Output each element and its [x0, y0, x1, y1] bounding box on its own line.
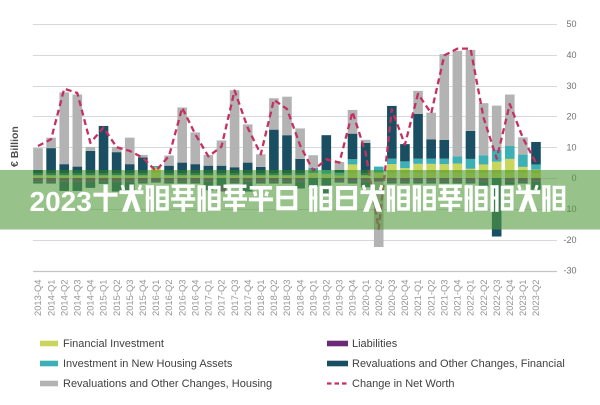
svg-text:2021-Q3: 2021-Q3	[439, 280, 450, 316]
svg-text:2013-Q4: 2013-Q4	[32, 280, 43, 316]
svg-text:2015-Q2: 2015-Q2	[111, 280, 122, 316]
svg-text:2019-Q1: 2019-Q1	[307, 280, 318, 316]
svg-text:2015-Q4: 2015-Q4	[137, 280, 148, 316]
svg-text:2015-Q3: 2015-Q3	[124, 280, 135, 316]
svg-text:2017-Q1: 2017-Q1	[203, 280, 214, 316]
svg-text:2021-Q2: 2021-Q2	[425, 280, 436, 316]
svg-text:2017-Q4: 2017-Q4	[242, 280, 253, 316]
svg-text:2019-Q4: 2019-Q4	[347, 280, 358, 316]
svg-text:2023-Q2: 2023-Q2	[530, 280, 541, 316]
svg-text:2018-Q1: 2018-Q1	[255, 280, 266, 316]
svg-text:30: 30	[566, 81, 576, 91]
svg-text:Revaluations and Other Changes: Revaluations and Other Changes, Housing	[63, 378, 272, 390]
svg-text:2021-Q4: 2021-Q4	[452, 280, 463, 316]
svg-text:2016-Q2: 2016-Q2	[163, 280, 174, 316]
svg-text:2018-Q2: 2018-Q2	[268, 280, 279, 316]
svg-text:2018-Q4: 2018-Q4	[294, 280, 305, 316]
svg-text:Revaluations and Other Changes: Revaluations and Other Changes, Financia…	[352, 358, 565, 370]
svg-text:2016-Q4: 2016-Q4	[190, 280, 201, 316]
svg-text:2017-Q2: 2017-Q2	[216, 280, 227, 316]
svg-text:2020-Q4: 2020-Q4	[399, 280, 410, 316]
svg-text:2014-Q3: 2014-Q3	[72, 280, 83, 316]
svg-text:20: 20	[566, 112, 576, 122]
svg-text:Investment in New Housing Asse: Investment in New Housing Assets	[63, 358, 233, 370]
svg-text:Liabilities: Liabilities	[352, 338, 398, 350]
svg-text:10: 10	[566, 142, 576, 152]
svg-text:2019-Q2: 2019-Q2	[321, 280, 332, 316]
svg-text:-20: -20	[563, 235, 576, 245]
svg-text:2023-Q1: 2023-Q1	[517, 280, 528, 316]
svg-text:2014-Q2: 2014-Q2	[58, 280, 69, 316]
svg-text:Financial Investment: Financial Investment	[63, 338, 164, 350]
svg-text:2020-Q1: 2020-Q1	[360, 280, 371, 316]
svg-text:2022-Q4: 2022-Q4	[504, 280, 515, 316]
svg-text:2022-Q3: 2022-Q3	[491, 280, 502, 316]
svg-text:2020-Q3: 2020-Q3	[386, 280, 397, 316]
svg-text:2022-Q1: 2022-Q1	[465, 280, 476, 316]
svg-text:2014-Q4: 2014-Q4	[85, 280, 96, 316]
svg-text:Change in Net Worth: Change in Net Worth	[352, 378, 455, 390]
svg-text:2020-Q2: 2020-Q2	[373, 280, 384, 316]
svg-text:2014-Q1: 2014-Q1	[45, 280, 56, 316]
svg-text:€ Billion: € Billion	[9, 126, 21, 167]
svg-text:2015-Q1: 2015-Q1	[98, 280, 109, 316]
svg-text:2018-Q3: 2018-Q3	[281, 280, 292, 316]
svg-text:2019-Q3: 2019-Q3	[334, 280, 345, 316]
svg-text:2023: 2023	[30, 186, 92, 217]
svg-text:2016-Q1: 2016-Q1	[150, 280, 161, 316]
svg-text:50: 50	[566, 19, 576, 29]
svg-text:2021-Q1: 2021-Q1	[412, 280, 423, 316]
svg-text:2022-Q2: 2022-Q2	[478, 280, 489, 316]
svg-text:-30: -30	[563, 266, 576, 276]
svg-text:2016-Q3: 2016-Q3	[176, 280, 187, 316]
svg-text:40: 40	[566, 50, 576, 60]
svg-text:2017-Q3: 2017-Q3	[229, 280, 240, 316]
